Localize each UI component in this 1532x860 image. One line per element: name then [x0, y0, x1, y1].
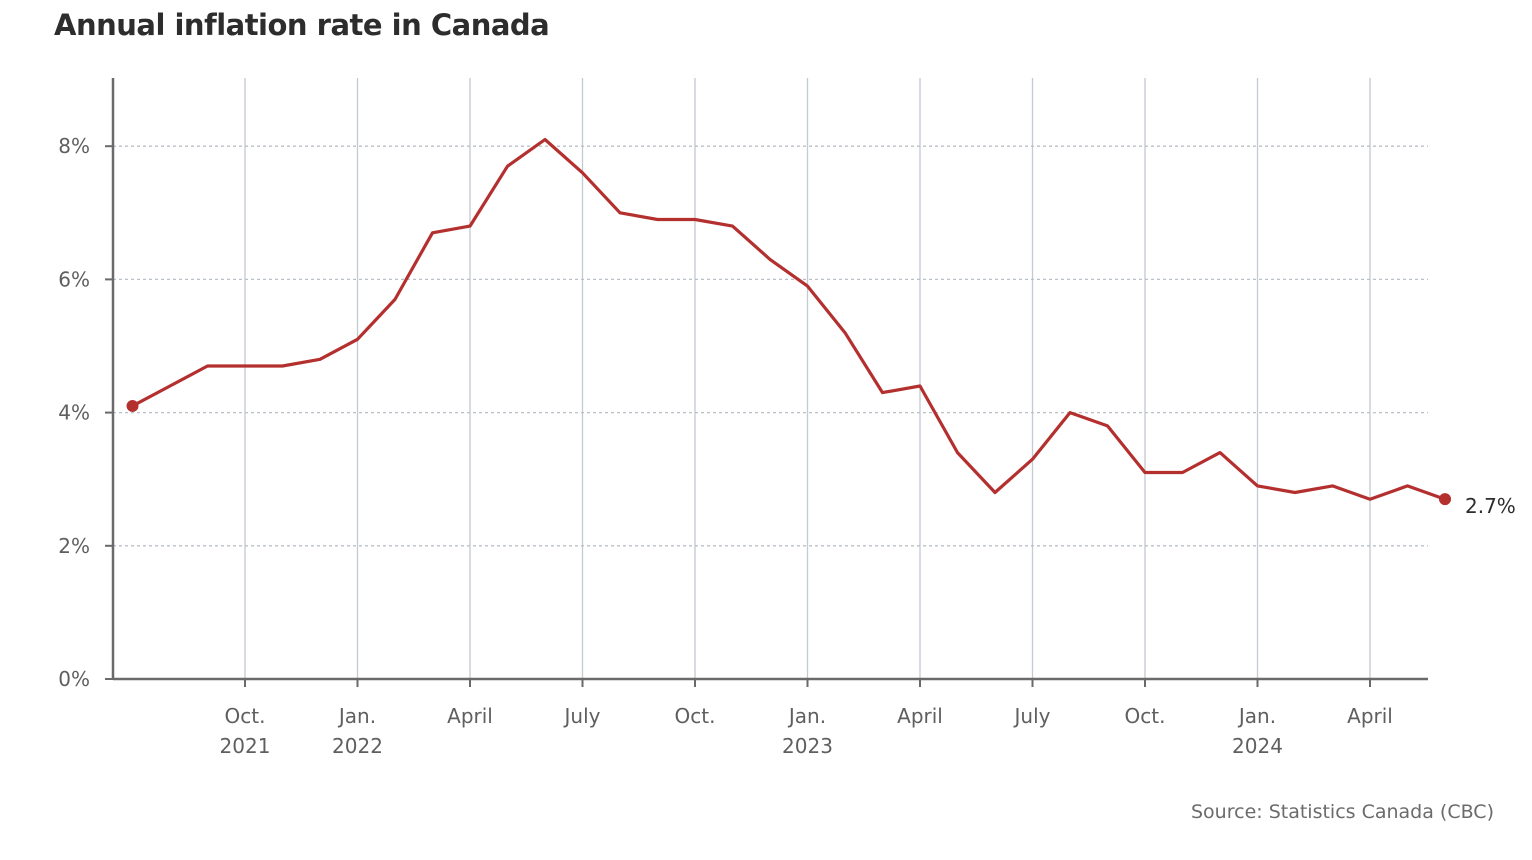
x-tick-label: April — [447, 704, 493, 728]
x-tick-label: Oct. — [1125, 704, 1166, 728]
data-point — [1286, 484, 1304, 502]
data-point — [274, 357, 292, 375]
end-point-marker — [1439, 493, 1451, 506]
x-tick-label: April — [897, 704, 943, 728]
y-tick-label: 6% — [58, 267, 90, 291]
vertical-gridlines — [244, 78, 1371, 679]
data-point — [499, 157, 517, 175]
data-point — [1249, 477, 1267, 495]
x-axis-tick-labels: Oct. 2021 Jan. 2022 April July Oct. Jan. 2023 Apr… — [220, 704, 1393, 758]
y-tick-label: 4% — [58, 401, 90, 425]
data-point — [461, 217, 479, 235]
data-point — [1099, 417, 1117, 435]
horizontal-gridlines — [113, 145, 1428, 547]
data-point — [836, 324, 854, 342]
x-tick-label: Oct. — [675, 704, 716, 728]
data-point — [874, 384, 892, 402]
data-point — [1136, 464, 1154, 482]
data-point — [349, 330, 367, 348]
x-tick-label: July — [1013, 704, 1051, 728]
x-tick-label: July — [563, 704, 601, 728]
data-point — [611, 204, 629, 222]
data-point — [911, 377, 929, 395]
start-point-marker — [126, 399, 139, 412]
x-tick-label: Jan. — [337, 704, 376, 728]
data-point — [649, 210, 667, 228]
data-point — [761, 250, 779, 268]
x-tick-year-label: 2023 — [782, 734, 833, 758]
data-point — [1399, 477, 1417, 495]
data-point — [1024, 450, 1042, 468]
data-point — [1324, 477, 1342, 495]
x-tick-label: Jan. — [787, 704, 826, 728]
axes — [105, 78, 1428, 687]
x-tick-year-label: 2021 — [220, 734, 271, 758]
y-tick-label: 8% — [58, 134, 90, 158]
x-tick-year-label: 2024 — [1232, 734, 1283, 758]
data-point — [1174, 464, 1192, 482]
data-point — [199, 357, 217, 375]
chart-source: Source: Statistics Canada (CBC) — [1191, 801, 1494, 823]
end-value-label: 2.7% — [1465, 494, 1516, 518]
data-point — [986, 484, 1004, 502]
x-tick-label: April — [1347, 704, 1393, 728]
series-layer: 2.7% — [126, 131, 1516, 518]
data-point — [424, 224, 442, 242]
y-tick-label: 0% — [58, 667, 90, 691]
x-tick-year-label: 2022 — [332, 734, 383, 758]
data-point — [1361, 490, 1379, 508]
y-axis-tick-labels: 0% 2% 4% 6% 8% — [58, 134, 90, 691]
data-point — [236, 357, 254, 375]
data-point — [1211, 444, 1229, 462]
data-point — [949, 444, 967, 462]
data-point — [1061, 404, 1079, 422]
x-tick-label: Oct. — [225, 704, 266, 728]
data-point — [386, 290, 404, 308]
data-point — [311, 350, 329, 368]
chart-title: Annual inflation rate in Canada — [54, 8, 550, 42]
data-point — [574, 164, 592, 182]
data-point — [161, 377, 179, 395]
data-point — [536, 131, 554, 149]
series-line — [130, 137, 1447, 501]
data-point — [799, 277, 817, 295]
x-tick-label: Jan. — [1237, 704, 1276, 728]
data-point — [686, 210, 704, 228]
data-point — [724, 217, 742, 235]
y-tick-label: 2% — [58, 534, 90, 558]
